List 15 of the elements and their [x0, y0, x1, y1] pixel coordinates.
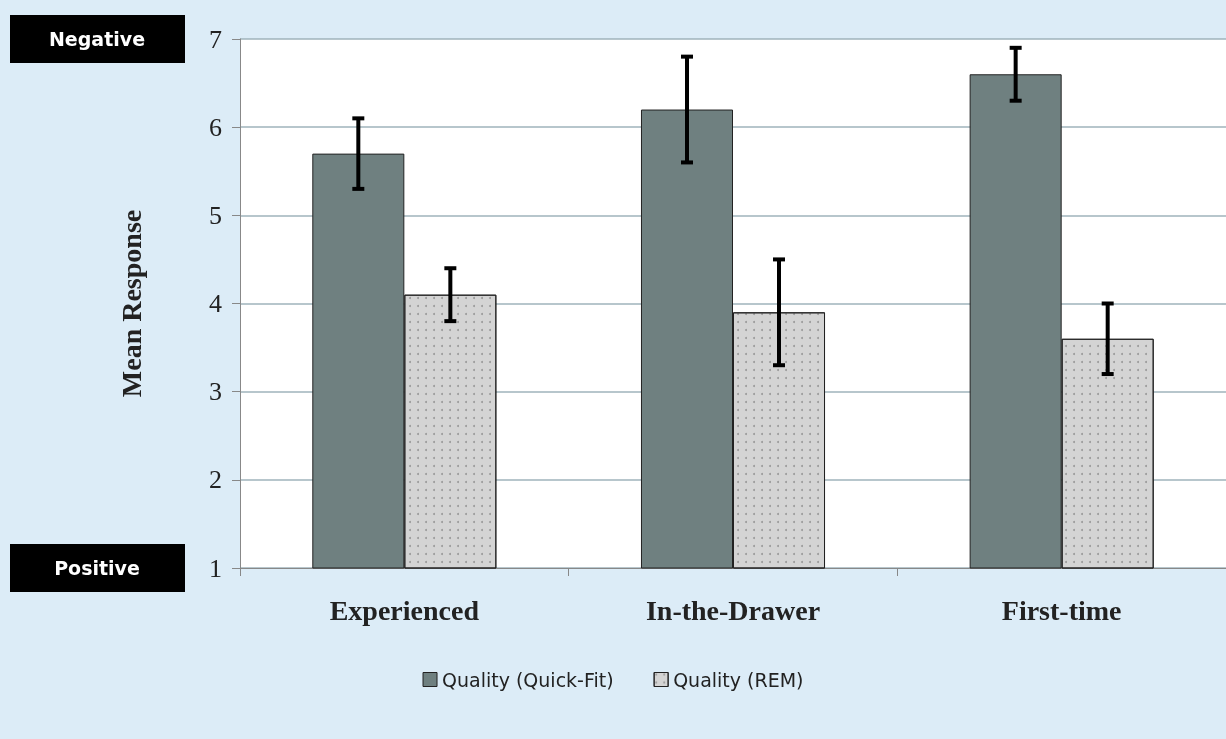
y-tick-label: 5 [209, 200, 222, 230]
x-tick-label: Experienced [329, 594, 480, 626]
x-tick-label: In-the-Drawer [645, 594, 821, 626]
legend-label: Quality (REM) [673, 668, 804, 691]
text: Positive [54, 557, 140, 579]
x-tick-label: First-time [1001, 594, 1122, 626]
y-tick-label: 6 [209, 112, 222, 142]
y-tick-label: 4 [209, 289, 222, 318]
text: Negative [48, 28, 146, 50]
y-tick-label: 3 [209, 377, 222, 407]
legend-label: Quality (Quick-Fit) [442, 668, 614, 691]
y-tick-label: 1 [209, 553, 222, 583]
y-axis-title: Mean Response [115, 209, 147, 398]
y-tick-label: 2 [209, 465, 222, 495]
y-tick-label: 7 [209, 24, 222, 54]
